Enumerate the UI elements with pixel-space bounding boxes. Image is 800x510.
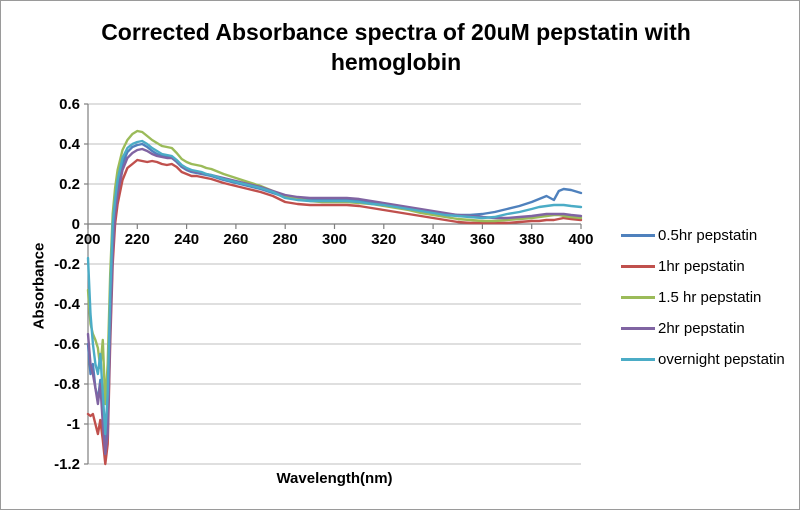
chart-title-line1: Corrected Absorbance spectra of 20uM pep… <box>101 19 691 45</box>
y-tick-label: -0.6 <box>54 336 80 353</box>
series-line-1.5-hr-pepstatin <box>86 129 583 406</box>
series-line-0.5hr-pepstatin <box>86 142 583 446</box>
x-tick-label: 360 <box>470 231 495 248</box>
legend-label: overnight pepstatin <box>658 350 785 368</box>
series-line-overnight-pepstatin <box>86 139 583 436</box>
legend-line-marker <box>621 326 655 330</box>
legend-label: 1.5 hr pepstatin <box>658 288 762 306</box>
legend-label: 2hr pepstatin <box>658 319 745 337</box>
chart-title-line2: hemoglobin <box>330 49 462 75</box>
legend-item: overnight pepstatin <box>621 349 785 369</box>
legend-item: 1.5 hr pepstatin <box>621 287 785 307</box>
x-tick-label: 240 <box>174 231 199 248</box>
series-line-2hr-pepstatin <box>86 147 583 456</box>
legend-line-marker <box>621 264 655 268</box>
y-tick-label: -0.4 <box>54 296 81 313</box>
x-tick-label: 400 <box>568 231 593 248</box>
x-tick-label: 260 <box>223 231 248 248</box>
y-tick-label: 0.2 <box>59 176 80 193</box>
y-tick-label: 0.6 <box>59 96 80 113</box>
x-tick-label: 280 <box>273 231 298 248</box>
legend-line-marker <box>621 233 655 237</box>
legend-label: 0.5hr pepstatin <box>658 226 758 244</box>
y-tick-label: -0.2 <box>54 256 80 273</box>
legend-item: 0.5hr pepstatin <box>621 225 785 245</box>
y-tick-label: -1 <box>67 416 80 433</box>
legend-item: 2hr pepstatin <box>621 318 785 338</box>
legend-label: 1hr pepstatin <box>658 257 745 275</box>
x-axis-title: Wavelength(nm) <box>276 470 393 487</box>
y-tick-label: 0.4 <box>59 136 81 153</box>
legend-line-marker <box>621 295 655 299</box>
x-tick-label: 300 <box>322 231 347 248</box>
y-tick-label: 0 <box>72 216 80 233</box>
y-tick-label: -1.2 <box>54 456 80 473</box>
x-tick-label: 340 <box>421 231 446 248</box>
x-tick-label: 320 <box>371 231 396 248</box>
legend-item: 1hr pepstatin <box>621 256 785 276</box>
legend-line-marker <box>621 357 655 361</box>
x-tick-label: 200 <box>75 231 100 248</box>
x-tick-label: 380 <box>519 231 544 248</box>
legend: 0.5hr pepstatin 1hr pepstatin 1.5 hr pepst… <box>621 225 785 380</box>
y-tick-label: -0.8 <box>54 376 80 393</box>
series-line-1hr-pepstatin <box>86 158 583 466</box>
x-tick-label: 220 <box>125 231 150 248</box>
